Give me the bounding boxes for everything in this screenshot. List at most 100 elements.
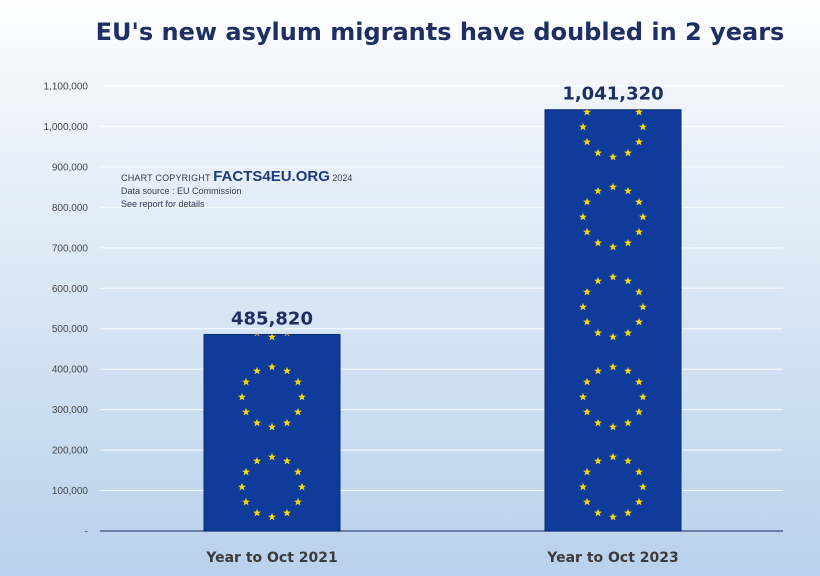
star-icon: [609, 512, 617, 521]
star-icon: [242, 377, 251, 386]
chart-title: EU's new asylum migrants have doubled in…: [95, 18, 785, 46]
star-icon: [594, 148, 602, 157]
star-icon: [609, 152, 617, 161]
star-icon: [583, 287, 592, 296]
star-icon: [579, 302, 587, 311]
star-icon: [242, 467, 251, 476]
star-icon: [639, 122, 647, 131]
star-icon: [583, 137, 592, 146]
star-icon: [609, 362, 617, 371]
credit-note: See report for details: [121, 199, 205, 209]
star-icon: [583, 227, 592, 236]
star-icon: [634, 407, 643, 416]
star-icon: [293, 497, 302, 506]
star-icon: [609, 422, 617, 431]
star-icon: [579, 392, 587, 401]
star-icon: [634, 109, 643, 116]
star-icon: [594, 186, 602, 195]
star-icon: [583, 407, 592, 416]
star-icon: [624, 328, 632, 337]
star-icon: [609, 272, 617, 281]
star-icon: [594, 276, 602, 285]
star-icon: [579, 212, 587, 221]
y-tick-label: 300,000: [52, 405, 89, 416]
star-icon: [298, 392, 306, 401]
star-icon: [238, 392, 246, 401]
star-icon: [283, 456, 291, 465]
star-icon: [624, 456, 632, 465]
star-icon: [624, 276, 632, 285]
star-icon: [639, 302, 647, 311]
star-icon: [583, 317, 592, 326]
star-icon: [624, 418, 632, 427]
star-icon: [298, 482, 306, 491]
star-icon: [634, 197, 643, 206]
star-icon: [268, 422, 276, 431]
star-icon: [283, 366, 291, 375]
y-tick-label: 700,000: [52, 243, 89, 254]
star-icon: [624, 508, 632, 517]
star-icon: [242, 407, 251, 416]
star-icon: [268, 452, 276, 461]
star-icon: [634, 317, 643, 326]
x-category-label: Year to Oct 2021: [205, 550, 338, 566]
star-icon: [609, 242, 617, 251]
bar-2-stars: [579, 109, 647, 521]
star-icon: [624, 238, 632, 247]
y-tick-label: 800,000: [52, 203, 89, 214]
star-icon: [284, 334, 290, 337]
star-icon: [594, 456, 602, 465]
credit-source: Data source : EU Commission: [121, 186, 242, 196]
star-icon: [634, 497, 643, 506]
star-icon: [268, 334, 276, 341]
star-icon: [254, 334, 260, 337]
star-icon: [268, 362, 276, 371]
star-icon: [283, 508, 291, 517]
star-icon: [609, 332, 617, 341]
star-icon: [294, 288, 302, 296]
star-icon: [624, 366, 632, 375]
star-icon: [594, 366, 602, 375]
star-icon: [634, 287, 643, 296]
bar-2: [544, 109, 682, 532]
star-icon: [594, 328, 602, 337]
star-icon: [268, 512, 276, 521]
y-tick-label: 500,000: [52, 324, 89, 335]
star-icon: [242, 497, 251, 506]
y-tick-label: 400,000: [52, 365, 89, 376]
bar-value-label: 485,820: [231, 308, 313, 329]
star-icon: [283, 277, 291, 285]
star-icon: [253, 508, 261, 517]
star-icon: [293, 407, 302, 416]
star-icon: [583, 197, 592, 206]
star-icon: [634, 377, 643, 386]
y-tick-label: 1,000,000: [44, 122, 89, 133]
bar-value-label: 1,041,320: [562, 84, 663, 105]
star-icon: [579, 482, 587, 491]
credit-lead: CHART COPYRIGHT: [121, 173, 211, 183]
star-icon: [238, 482, 246, 491]
star-icon: [594, 508, 602, 517]
star-icon: [583, 467, 592, 476]
star-icon: [634, 227, 643, 236]
star-icon: [639, 392, 647, 401]
star-icon: [634, 467, 643, 476]
star-icon: [639, 212, 647, 221]
star-icon: [268, 273, 276, 281]
star-icon: [639, 482, 647, 491]
credit-year: 2024: [332, 173, 353, 183]
x-category-label: Year to Oct 2023: [546, 550, 679, 566]
star-icon: [624, 186, 632, 195]
y-tick-label: 100,000: [52, 486, 89, 497]
star-icon: [609, 182, 617, 191]
star-icon: [634, 137, 643, 146]
star-icon: [253, 366, 261, 375]
star-icon: [583, 377, 592, 386]
y-tick-label: 600,000: [52, 284, 89, 295]
credit-block: CHART COPYRIGHT FACTS4EU.ORG 2024 Data s…: [121, 169, 353, 211]
y-tick-label: 1,100,000: [44, 82, 89, 93]
star-icon: [583, 497, 592, 506]
star-icon: [253, 456, 261, 465]
